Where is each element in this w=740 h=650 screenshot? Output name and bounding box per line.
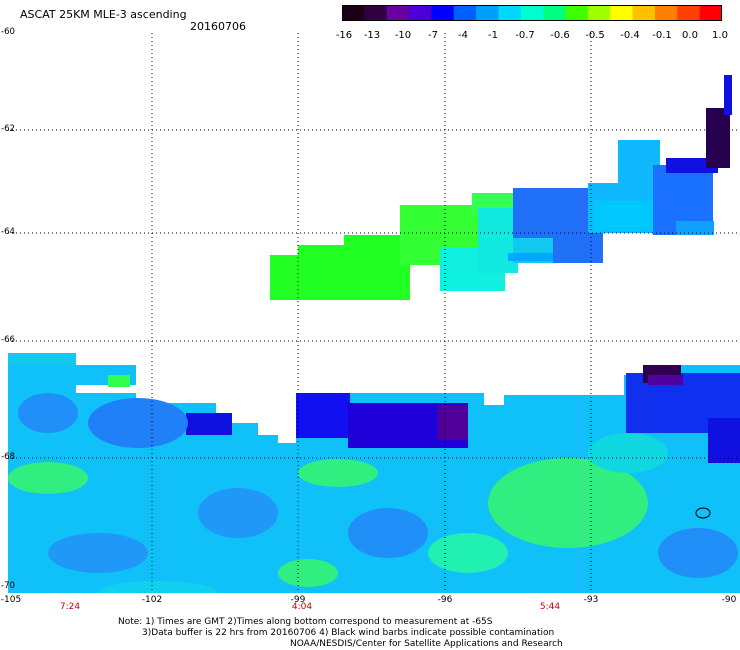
time-label: 4:04	[291, 602, 313, 612]
swath-cell	[186, 413, 232, 435]
swath-cell	[708, 418, 740, 463]
colorbar-label: -10	[394, 30, 412, 41]
swath-cell	[8, 462, 88, 494]
colorbar-label: 0.0	[682, 30, 698, 41]
colorbar-swatch	[677, 5, 701, 21]
swath-cell	[666, 158, 718, 173]
swath-cell	[136, 393, 216, 403]
wind-map	[8, 33, 740, 593]
footnote-credit: NOAA/NESDIS/Center for Satellite Applica…	[290, 639, 563, 649]
lat-label: -62	[1, 124, 15, 134]
colorbar-swatch	[654, 5, 678, 21]
colorbar-swatch	[498, 5, 522, 21]
colorbar-swatch	[565, 5, 589, 21]
graticule	[8, 33, 740, 593]
swath-cell	[298, 459, 378, 487]
swath-cell	[48, 533, 148, 573]
colorbar-border	[342, 5, 722, 21]
colorbar-label: -0.4	[620, 30, 640, 41]
colorbar-label: -13	[363, 30, 381, 41]
colorbar-swatch	[342, 5, 365, 21]
swath-cell	[216, 393, 306, 413]
swath-cell	[198, 488, 278, 538]
colorbar-label: -7	[428, 30, 438, 41]
swath-cell	[478, 208, 518, 273]
colorbar-swatch	[364, 5, 388, 21]
swath-cell	[278, 559, 338, 587]
lon-label: -90	[721, 595, 737, 605]
lat-label: -68	[1, 452, 15, 462]
swath-cell	[624, 365, 644, 375]
contamination-marker	[695, 507, 711, 519]
swath-cell	[658, 528, 738, 578]
swath-cell	[648, 375, 683, 385]
colorbar-label: -4	[458, 30, 468, 41]
swath-cell	[18, 393, 78, 433]
swath-cell	[588, 433, 668, 473]
lon-label: -93	[583, 595, 599, 605]
colorbar-swatch	[520, 5, 544, 21]
swath-cell	[88, 398, 188, 448]
lat-label: -66	[1, 335, 15, 345]
time-label: 7:24	[59, 602, 81, 612]
lon-label: -99	[290, 595, 306, 605]
swath-cell	[108, 375, 130, 387]
colorbar-label: -0.7	[515, 30, 535, 41]
swath-cell	[724, 75, 732, 115]
colorbar-swatch	[431, 5, 455, 21]
swath-cell	[706, 108, 730, 168]
swath-cell	[8, 353, 76, 365]
swath-cell	[304, 353, 484, 393]
lon-label: -105	[0, 595, 22, 605]
colorbar-label: -1	[488, 30, 498, 41]
footnote-line-2: 3)Data buffer is 22 hrs from 20160706 4)…	[142, 628, 555, 638]
swath-cell	[508, 253, 553, 261]
time-label: 5:44	[539, 602, 561, 612]
footnote-line-1: Note: 1) Times are GMT 2)Times along bot…	[118, 617, 493, 627]
lat-label: -70	[1, 581, 15, 591]
colorbar-swatch	[476, 5, 500, 21]
swath-cell	[258, 423, 304, 435]
colorbar-swatch	[409, 5, 433, 21]
swath-cell	[624, 353, 740, 365]
colorbar-label: -0.6	[550, 30, 570, 41]
swath-cell	[676, 221, 714, 235]
colorbar-gradient	[342, 5, 723, 21]
colorbar-swatch	[587, 5, 611, 21]
lat-label: -60	[1, 27, 15, 37]
swath-cell	[296, 393, 350, 438]
product-title: ASCAT 25KM MLE-3 ascending	[20, 8, 187, 21]
swath-cell	[278, 435, 296, 443]
colorbar-label: -0.5	[585, 30, 605, 41]
swath-cell	[594, 201, 656, 231]
colorbar: -16 -13 -10 -7 -4 -1 -0.7 -0.6 -0.5 -0.4…	[336, 5, 728, 45]
product-date: 20160706	[190, 20, 246, 33]
colorbar-swatch	[386, 5, 410, 21]
swath-cell	[484, 395, 504, 405]
swath-cell	[348, 508, 428, 558]
colorbar-swatch	[610, 5, 634, 21]
swath-cell	[438, 405, 468, 440]
colorbar-swatch	[699, 5, 723, 21]
lon-label: -96	[437, 595, 453, 605]
colorbar-swatch	[453, 5, 477, 21]
lon-label: -102	[141, 595, 163, 605]
swath-cell	[428, 533, 508, 573]
swath-cell	[484, 353, 624, 395]
swath-cell	[232, 413, 304, 423]
colorbar-label: -16	[335, 30, 353, 41]
colorbar-swatch	[543, 5, 567, 21]
lat-label: -64	[1, 227, 15, 237]
wind-swaths	[8, 75, 740, 593]
colorbar-swatch	[632, 5, 656, 21]
colorbar-label: 1.0	[712, 30, 728, 41]
colorbar-label: -0.1	[652, 30, 672, 41]
swath-cell	[98, 581, 218, 593]
swath-cell	[488, 458, 648, 548]
